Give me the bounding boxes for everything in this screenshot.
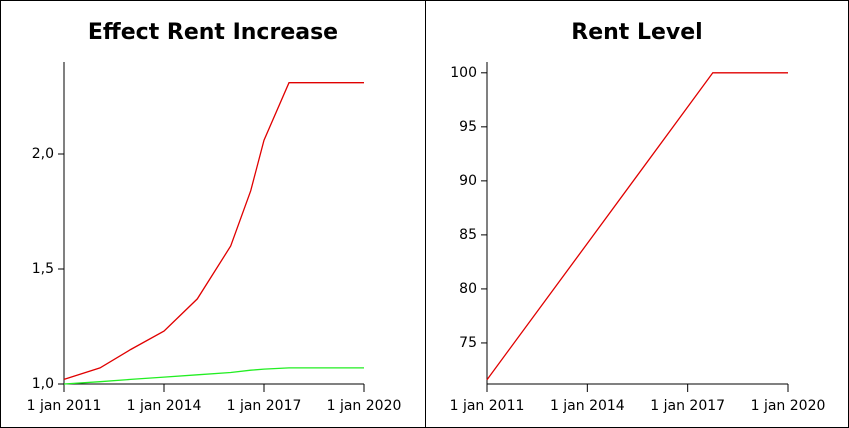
x-tick-label: 1 jan 2011 <box>450 398 525 414</box>
chart-title: Effect Rent Increase <box>88 20 338 45</box>
y-tick-label: 95 <box>459 119 477 135</box>
x-tick-label: 1 jan 2017 <box>227 398 302 414</box>
x-tick-label: 1 jan 2017 <box>650 398 725 414</box>
y-tick-label: 85 <box>459 227 477 243</box>
x-tick-label: 1 jan 2014 <box>127 398 202 414</box>
y-tick-label: 1,0 <box>32 376 54 392</box>
x-tick-label: 1 jan 2020 <box>751 398 826 414</box>
line-series <box>486 72 788 381</box>
y-tick-label: 100 <box>450 65 477 81</box>
chart-title: Rent Level <box>571 20 702 45</box>
x-tick-label: 1 jan 2011 <box>27 398 102 414</box>
y-tick-label: 1,5 <box>32 261 54 277</box>
y-tick-label: 90 <box>459 173 477 189</box>
x-tick-label: 1 jan 2020 <box>327 398 402 414</box>
y-tick-label: 2,0 <box>32 146 54 162</box>
line-series <box>63 82 364 381</box>
line-series <box>63 367 364 385</box>
x-tick-label: 1 jan 2014 <box>550 398 625 414</box>
y-tick-label: 75 <box>459 335 477 351</box>
y-tick-label: 80 <box>459 281 477 297</box>
